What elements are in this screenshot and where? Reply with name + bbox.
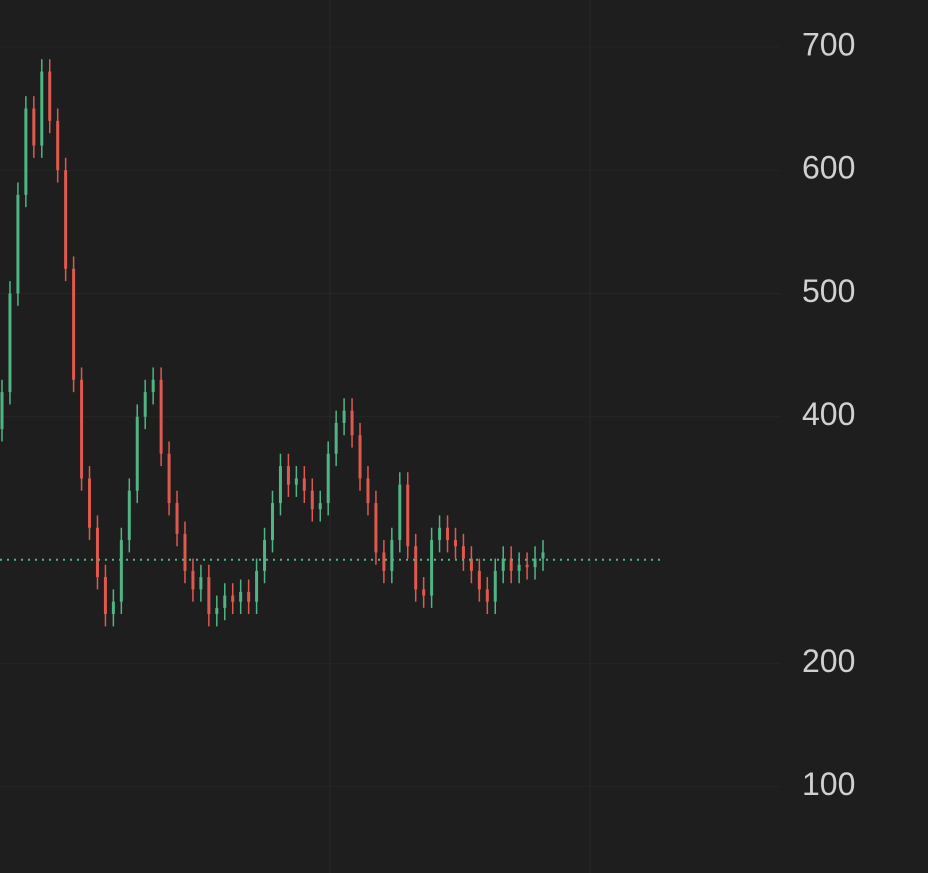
candle-body xyxy=(183,533,187,571)
candle-body xyxy=(461,546,465,559)
candle-body xyxy=(382,552,386,571)
candle-body xyxy=(374,503,378,553)
candle-body xyxy=(159,379,163,454)
candle-body xyxy=(501,558,505,571)
candle-body xyxy=(294,478,298,485)
candle-body xyxy=(390,540,394,571)
candle-body xyxy=(334,422,338,454)
candle-body xyxy=(88,478,92,528)
candle-body xyxy=(398,484,402,541)
candle-body xyxy=(231,595,235,602)
candle-body xyxy=(310,490,314,510)
candle-body xyxy=(366,478,370,504)
candle-body xyxy=(151,379,155,393)
candle-body xyxy=(247,591,251,602)
candle-body xyxy=(32,108,36,146)
candle-body xyxy=(533,558,537,568)
candle-body xyxy=(342,410,346,423)
candle-body xyxy=(525,564,529,568)
candle-body xyxy=(24,108,28,195)
candle-body xyxy=(56,120,60,171)
candle-body xyxy=(16,194,20,294)
candle-body xyxy=(95,527,99,578)
candle-body xyxy=(469,558,473,571)
y-tick-label: 200 xyxy=(802,643,855,679)
y-tick-label: 100 xyxy=(802,766,855,802)
candle-body xyxy=(358,435,362,479)
candle-body xyxy=(0,392,4,430)
candle-body xyxy=(263,540,267,571)
candle-body xyxy=(207,577,211,615)
y-tick-label: 400 xyxy=(802,396,855,432)
candle-body xyxy=(199,577,203,590)
candle-body xyxy=(127,490,131,541)
candle-body xyxy=(350,410,354,436)
candle-body xyxy=(509,558,513,571)
candle-body xyxy=(453,540,457,547)
candle-body xyxy=(477,570,481,590)
candle-body xyxy=(422,589,426,596)
candle-body xyxy=(80,379,84,479)
candle-body xyxy=(438,527,442,541)
candle-body xyxy=(64,170,68,269)
candle-body xyxy=(326,453,330,504)
candle-body xyxy=(175,503,179,534)
candle-body xyxy=(446,527,450,541)
candle-body xyxy=(103,577,107,615)
candle-body xyxy=(111,601,115,615)
candle-body xyxy=(517,564,521,571)
candle-body xyxy=(48,71,52,121)
candle-body xyxy=(191,570,195,590)
candle-body xyxy=(271,503,274,541)
candle-body xyxy=(167,453,171,504)
y-tick-label: 500 xyxy=(802,273,855,309)
candle-body xyxy=(143,392,147,417)
candle-body xyxy=(135,416,139,491)
candle-body xyxy=(302,478,306,491)
candle-body xyxy=(8,293,12,393)
candle-body xyxy=(406,484,410,547)
candle-body xyxy=(119,540,123,602)
candle-body xyxy=(278,466,282,504)
candle-body xyxy=(286,466,290,485)
candle-body xyxy=(223,595,227,608)
candle-body xyxy=(215,607,219,615)
candle-body xyxy=(414,546,418,590)
candle-body xyxy=(541,552,545,559)
candle-body xyxy=(485,589,489,602)
candle-body xyxy=(493,570,497,602)
candle-body xyxy=(430,540,434,596)
candle-body xyxy=(255,570,259,602)
candle-body xyxy=(72,268,76,380)
y-tick-label: 600 xyxy=(802,150,855,186)
candle-body xyxy=(318,503,322,510)
y-tick-label: 700 xyxy=(802,26,855,62)
candle-body xyxy=(40,71,44,146)
candle-body xyxy=(239,591,243,602)
